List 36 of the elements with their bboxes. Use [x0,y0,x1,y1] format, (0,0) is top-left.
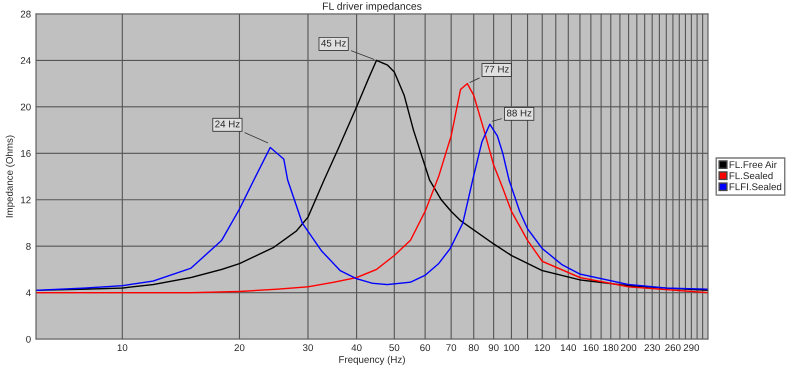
y-tick-label: 4 [26,289,31,296]
legend-label: FL.Free Air [730,160,777,168]
y-tick-label: 8 [26,242,31,250]
x-tick-label: 120 [534,344,550,352]
x-tick-label: 140 [560,344,576,352]
y-tick-label: 24 [20,57,31,64]
y-tick-label: 12 [21,196,31,204]
chart-title: FL driver impedances [322,2,422,12]
x-tick-label: 100 [504,344,520,352]
x-tick-label: 290 [684,344,700,352]
x-tick-label: 180 [603,344,618,352]
y-tick-label: 0 [26,336,31,343]
x-tick-label: 10 [118,344,128,352]
legend-label: FL.Sealed [730,172,773,180]
x-tick-label: 230 [644,344,660,352]
annotation: 88 Hz [506,110,532,116]
x-tick-label: 200 [620,344,636,352]
annotation: 77 Hz [484,66,509,73]
x-tick-label: 40 [351,344,362,352]
x-axis-title: Frequency (Hz) [339,356,405,365]
x-tick-label: 160 [583,344,599,352]
y-tick-label: 20 [20,104,31,110]
annotation: 45 Hz [321,40,346,47]
y-tick-label: 28 [20,10,31,18]
annotation: 24 Hz [215,120,240,128]
x-tick-label: 260 [665,344,681,352]
x-tick-label: 80 [468,344,479,352]
x-tick-label: 30 [302,344,314,352]
x-tick-label: 70 [446,344,456,352]
x-tick-label: 20 [234,344,244,352]
y-axis-title: Impedance (Ohms) [6,136,15,218]
x-tick-label: 50 [389,344,400,352]
x-tick-label: 60 [420,344,430,352]
x-tick-label: 90 [488,344,499,352]
legend-label: FLFI.Sealed [730,183,782,190]
y-tick-label: 16 [21,150,31,157]
